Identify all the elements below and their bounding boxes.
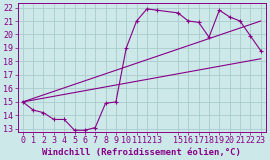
- X-axis label: Windchill (Refroidissement éolien,°C): Windchill (Refroidissement éolien,°C): [42, 148, 241, 156]
